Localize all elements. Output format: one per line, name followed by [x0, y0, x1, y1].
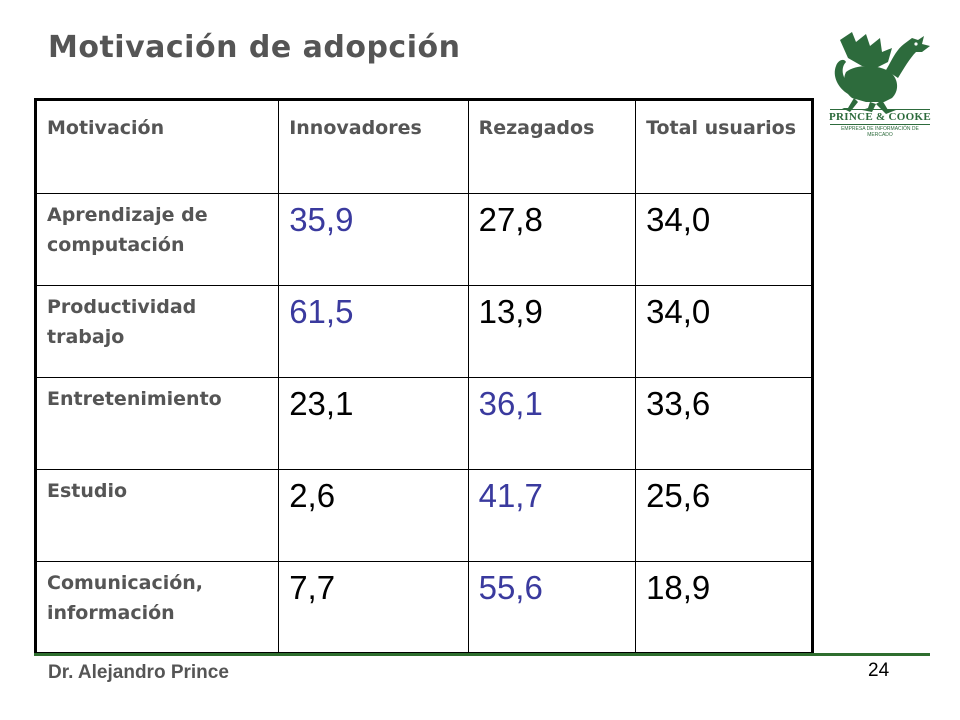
cell-total: 25,6 — [635, 469, 813, 562]
slide-title: Motivación de adopción — [48, 30, 461, 65]
header-total-usuarios: Total usuarios — [635, 99, 813, 194]
table-row: Aprendizaje de computación 35,9 27,8 34,… — [34, 193, 813, 286]
logo-rule-top — [830, 109, 930, 110]
table-row: Entretenimiento 23,1 36,1 33,6 — [34, 377, 813, 470]
dragon-logo-icon — [834, 32, 930, 114]
cell-innovadores: 23,1 — [278, 377, 469, 470]
cell-total: 18,9 — [635, 561, 813, 654]
table-row: Productividad trabajo 61,5 13,9 34,0 — [34, 285, 813, 378]
header-rezagados: Rezagados — [467, 99, 637, 194]
table-row: Estudio 2,6 41,7 25,6 — [34, 469, 813, 562]
cell-rezagados: 41,7 — [467, 469, 637, 562]
footer-divider — [34, 653, 930, 656]
header-motivacion: Motivación — [34, 99, 280, 194]
logo-rule-bottom — [830, 124, 930, 125]
row-label: Estudio — [34, 469, 280, 562]
page-number: 24 — [868, 660, 890, 681]
cell-total: 34,0 — [635, 193, 813, 286]
table-row: Comunicación, información 7,7 55,6 18,9 — [34, 561, 813, 654]
row-label: Comunicación, información — [34, 561, 280, 654]
row-label: Aprendizaje de computación — [34, 193, 280, 286]
footer-author: Dr. Alejandro Prince — [48, 662, 229, 683]
cell-rezagados: 36,1 — [467, 377, 637, 470]
row-label: Entretenimiento — [34, 377, 280, 470]
logo-tagline: EMPRESA DE INFORMACIÓN DE MERCADO — [841, 126, 919, 138]
cell-innovadores: 7,7 — [278, 561, 469, 654]
cell-rezagados: 55,6 — [467, 561, 637, 654]
motivation-table: Motivación Innovadores Rezagados Total u… — [34, 98, 814, 655]
cell-innovadores: 35,9 — [278, 193, 469, 286]
cell-rezagados: 27,8 — [467, 193, 637, 286]
row-label: Productividad trabajo — [34, 285, 280, 378]
cell-innovadores: 61,5 — [278, 285, 469, 378]
cell-innovadores: 2,6 — [278, 469, 469, 562]
table-header-row: Motivación Innovadores Rezagados Total u… — [34, 99, 813, 194]
cell-rezagados: 13,9 — [467, 285, 637, 378]
cell-total: 33,6 — [635, 377, 813, 470]
header-innovadores: Innovadores — [278, 99, 469, 194]
cell-total: 34,0 — [635, 285, 813, 378]
logo-name: PRINCE & COOKE — [829, 111, 931, 123]
